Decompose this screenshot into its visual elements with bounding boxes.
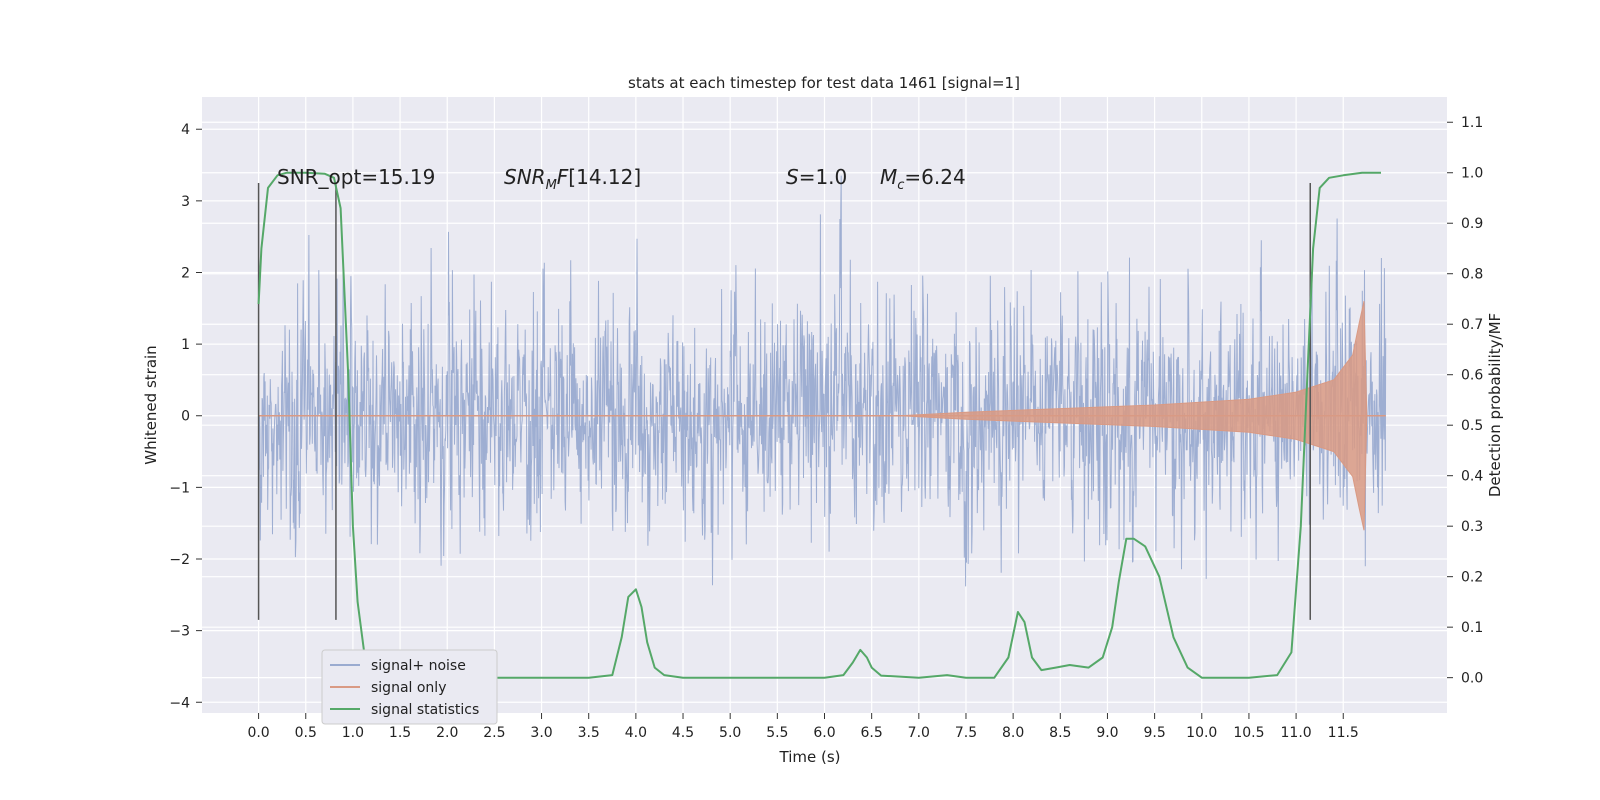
y-left-tick-label-3: 1 <box>181 337 190 353</box>
x-tick-label-9: 4.5 <box>672 725 694 741</box>
x-tick-label-6: 3.0 <box>530 725 552 741</box>
x-tick-label-1: 0.5 <box>295 725 317 741</box>
chart-title: stats at each timestep for test data 146… <box>628 74 1020 92</box>
x-tick-label-4: 2.0 <box>436 725 458 741</box>
x-tick-label-2: 1.0 <box>342 725 364 741</box>
x-tick-label-22: 11.0 <box>1281 725 1312 741</box>
left-y-axis-ticks: 4 3 2 1 0 −1 −2 −3 −4 <box>169 122 202 711</box>
x-tick-label-11: 5.5 <box>766 725 788 741</box>
y-right-tick-label-9: 0.2 <box>1461 570 1483 586</box>
x-tick-label-7: 3.5 <box>578 725 600 741</box>
y-right-tick-label-5: 0.6 <box>1461 368 1483 384</box>
legend-label-signal-only: signal only <box>371 680 446 696</box>
y-right-tick-label-1: 1.0 <box>1461 166 1483 182</box>
right-y-axis-ticks: 1.1 1.0 0.9 0.8 0.7 0.6 0.5 0.4 0.3 0.2 0.1 0.0 <box>1447 115 1483 687</box>
y-left-tick-label-7: −3 <box>169 624 190 640</box>
y-right-tick-label-2: 0.9 <box>1461 216 1483 232</box>
x-axis-label: Time (s) <box>779 748 841 766</box>
snr-mf-value: [14.12] <box>568 165 641 189</box>
snr-mf-annotation: SNRMF[14.12] <box>504 165 641 193</box>
y-left-tick-label-6: −2 <box>169 552 190 568</box>
mc-value: =6.24 <box>904 165 965 189</box>
signal-noise-series <box>258 175 1387 587</box>
x-tick-label-0: 0.0 <box>247 725 269 741</box>
x-tick-label-19: 9.5 <box>1143 725 1165 741</box>
x-tick-label-10: 5.0 <box>719 725 741 741</box>
y-left-tick-label-4: 0 <box>181 409 190 425</box>
legend: signal+ noise signal only signal statist… <box>321 649 498 725</box>
y-right-tick-label-4: 0.7 <box>1461 317 1483 333</box>
x-tick-label-17: 8.5 <box>1049 725 1071 741</box>
x-tick-label-14: 7.0 <box>908 725 930 741</box>
y-right-tick-label-8: 0.3 <box>1461 519 1483 535</box>
x-tick-label-21: 10.5 <box>1233 725 1264 741</box>
y-left-tick-label-5: −1 <box>169 480 190 496</box>
snr-opt-annotation: SNR_opt=15.19 <box>277 165 435 189</box>
y-left-tick-label-1: 3 <box>181 194 190 210</box>
signal-noise-trace <box>258 175 1387 587</box>
y-right-tick-label-11: 0.0 <box>1461 671 1483 687</box>
y-right-tick-label-3: 0.8 <box>1461 267 1483 283</box>
x-tick-label-23: 11.5 <box>1328 725 1359 741</box>
x-tick-label-18: 9.0 <box>1096 725 1118 741</box>
y-left-tick-label-0: 4 <box>181 122 190 138</box>
left-y-axis-label: Whitened strain <box>142 345 160 464</box>
legend-label-signal-statistics: signal statistics <box>371 702 479 718</box>
signal-statistics-line <box>257 171 1381 679</box>
y-right-tick-label-0: 1.1 <box>1461 115 1483 131</box>
x-tick-label-8: 4.0 <box>625 725 647 741</box>
signal-only-series <box>258 300 1386 531</box>
x-tick-label-3: 1.5 <box>389 725 411 741</box>
mc-annotation: Mc=6.24 <box>880 165 966 193</box>
x-tick-label-13: 6.5 <box>861 725 883 741</box>
x-tick-label-12: 6.0 <box>813 725 835 741</box>
legend-label-signal-noise: signal+ noise <box>371 658 466 674</box>
x-tick-label-16: 8.0 <box>1002 725 1024 741</box>
y-left-tick-label-2: 2 <box>181 265 190 281</box>
y-right-tick-label-7: 0.4 <box>1461 469 1483 485</box>
s-value: =1.0 <box>799 165 848 189</box>
signal-statistics-series <box>257 171 1381 679</box>
s-annotation: S=1.0 <box>786 165 847 189</box>
y-right-tick-label-6: 0.5 <box>1461 418 1483 434</box>
x-axis-ticks: 0.0 0.5 1.0 1.5 2.0 2.5 3.0 3.5 4.0 4.5 5.0 5.5 6.0 6… <box>247 713 1359 741</box>
y-left-tick-label-8: −4 <box>169 695 190 711</box>
legend-box <box>321 649 498 725</box>
x-tick-label-20: 10.0 <box>1186 725 1217 741</box>
right-y-axis-label: Detection probability/MF <box>1486 313 1504 497</box>
x-tick-label-5: 2.5 <box>483 725 505 741</box>
vertical-marker-lines <box>257 182 1311 620</box>
y-right-tick-label-10: 0.1 <box>1461 620 1483 636</box>
x-tick-label-15: 7.5 <box>955 725 977 741</box>
